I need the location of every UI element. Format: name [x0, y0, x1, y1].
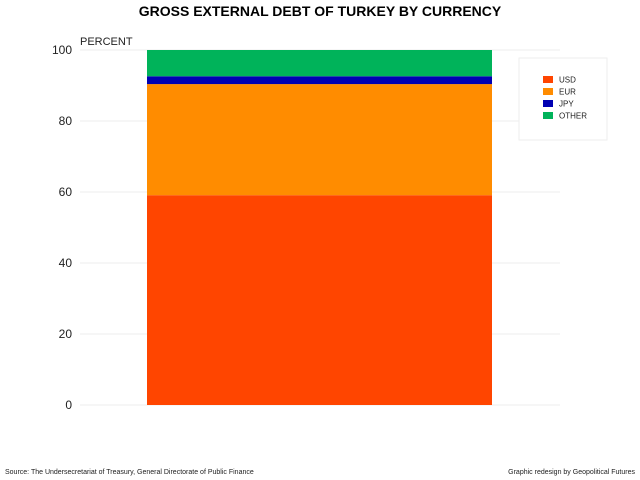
- y-tick-label-80: 80: [59, 114, 73, 128]
- bar-segment-eur: [147, 84, 492, 196]
- legend: USD EUR JPY OTHER: [518, 57, 608, 141]
- legend-label-usd: USD: [559, 76, 576, 85]
- credit-note: Graphic redesign by Geopolitical Futures: [508, 469, 635, 476]
- legend-swatch-jpy: [543, 100, 553, 107]
- legend-label-jpy: JPY: [559, 100, 574, 109]
- y-tick-label-100: 100: [52, 43, 72, 57]
- legend-label-eur: EUR: [559, 88, 576, 97]
- y-axis-ticks: 0 20 40 60 80 100: [52, 43, 72, 412]
- source-note: Source: The Undersecretariat of Treasury…: [5, 469, 254, 476]
- chart-title: GROSS EXTERNAL DEBT OF TURKEY BY CURRENC…: [139, 3, 502, 19]
- bar-segment-other: [147, 50, 492, 77]
- bar-segment-jpy: [147, 76, 492, 85]
- y-tick-label-40: 40: [59, 256, 73, 270]
- legend-label-other: OTHER: [559, 112, 587, 121]
- legend-box: [518, 57, 608, 141]
- y-tick-label-0: 0: [65, 398, 72, 412]
- y-tick-label-60: 60: [59, 185, 73, 199]
- legend-swatch-eur: [543, 88, 553, 95]
- y-axis-label: PERCENT: [80, 36, 133, 48]
- y-tick-label-20: 20: [59, 327, 73, 341]
- bar-segment-usd: [147, 195, 492, 405]
- legend-swatch-usd: [543, 76, 553, 83]
- legend-swatch-other: [543, 112, 553, 119]
- stacked-bar: [147, 50, 492, 405]
